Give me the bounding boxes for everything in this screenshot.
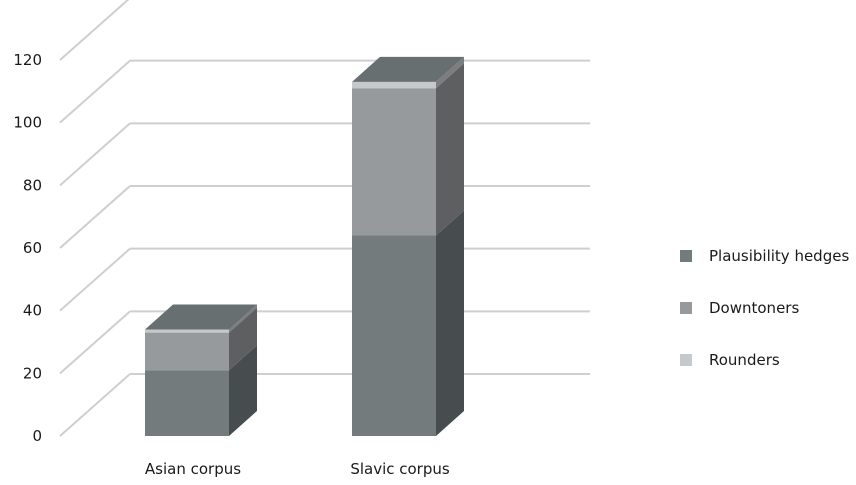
x-axis-labels: Asian corpus Slavic corpus	[145, 460, 450, 478]
legend-label: Downtoners	[709, 299, 800, 317]
gridline-depth	[59, 185, 131, 249]
gridline-depth	[59, 122, 131, 187]
gridline-depth	[59, 0, 130, 61]
y-tick-label: 60	[23, 239, 42, 257]
legend-label: Rounders	[709, 351, 780, 369]
gridline-depth	[59, 373, 131, 437]
bars-layer	[145, 56, 464, 436]
gridline-depth	[59, 310, 131, 375]
legend-item-rounders: Rounders	[680, 350, 849, 370]
bar-segment	[145, 370, 229, 436]
legend-swatch	[680, 354, 692, 366]
bar-segment	[352, 88, 436, 236]
legend-swatch	[680, 250, 692, 262]
legend: Plausibility hedges Downtoners Rounders	[680, 246, 849, 402]
y-tick-label: 40	[23, 302, 42, 320]
x-tick-label: Slavic corpus	[350, 460, 450, 478]
legend-swatch	[680, 302, 692, 314]
bar-segment-side	[229, 307, 257, 371]
bar-segment	[352, 235, 436, 436]
y-tick-label: 100	[13, 114, 42, 132]
legend-item-downtoners: Downtoners	[680, 298, 849, 318]
bar-segment-side	[436, 56, 464, 89]
y-tick-label: 20	[23, 364, 42, 382]
gridline-depth	[59, 247, 131, 312]
legend-label: Plausibility hedges	[709, 247, 850, 265]
bar-top	[145, 304, 257, 330]
bar-segment-side	[229, 345, 257, 436]
bar-segment-side	[436, 210, 464, 436]
x-tick-label: Asian corpus	[145, 460, 241, 478]
bar-top	[352, 56, 464, 82]
y-tick-label: 0	[32, 427, 42, 445]
gridline-depth	[59, 59, 131, 124]
grid-layer	[59, 0, 590, 437]
legend-item-plausibility-hedges: Plausibility hedges	[680, 246, 849, 266]
bar-segment	[145, 332, 229, 371]
bar-segment	[145, 329, 229, 333]
y-tick-label: 80	[23, 176, 42, 194]
bar-segment-side	[229, 304, 257, 333]
y-tick-label: 120	[13, 51, 42, 69]
bar-segment-side	[436, 63, 464, 236]
y-axis-ticks: 0 20 40 60 80 100 120	[13, 51, 42, 445]
bar-segment	[352, 81, 436, 89]
